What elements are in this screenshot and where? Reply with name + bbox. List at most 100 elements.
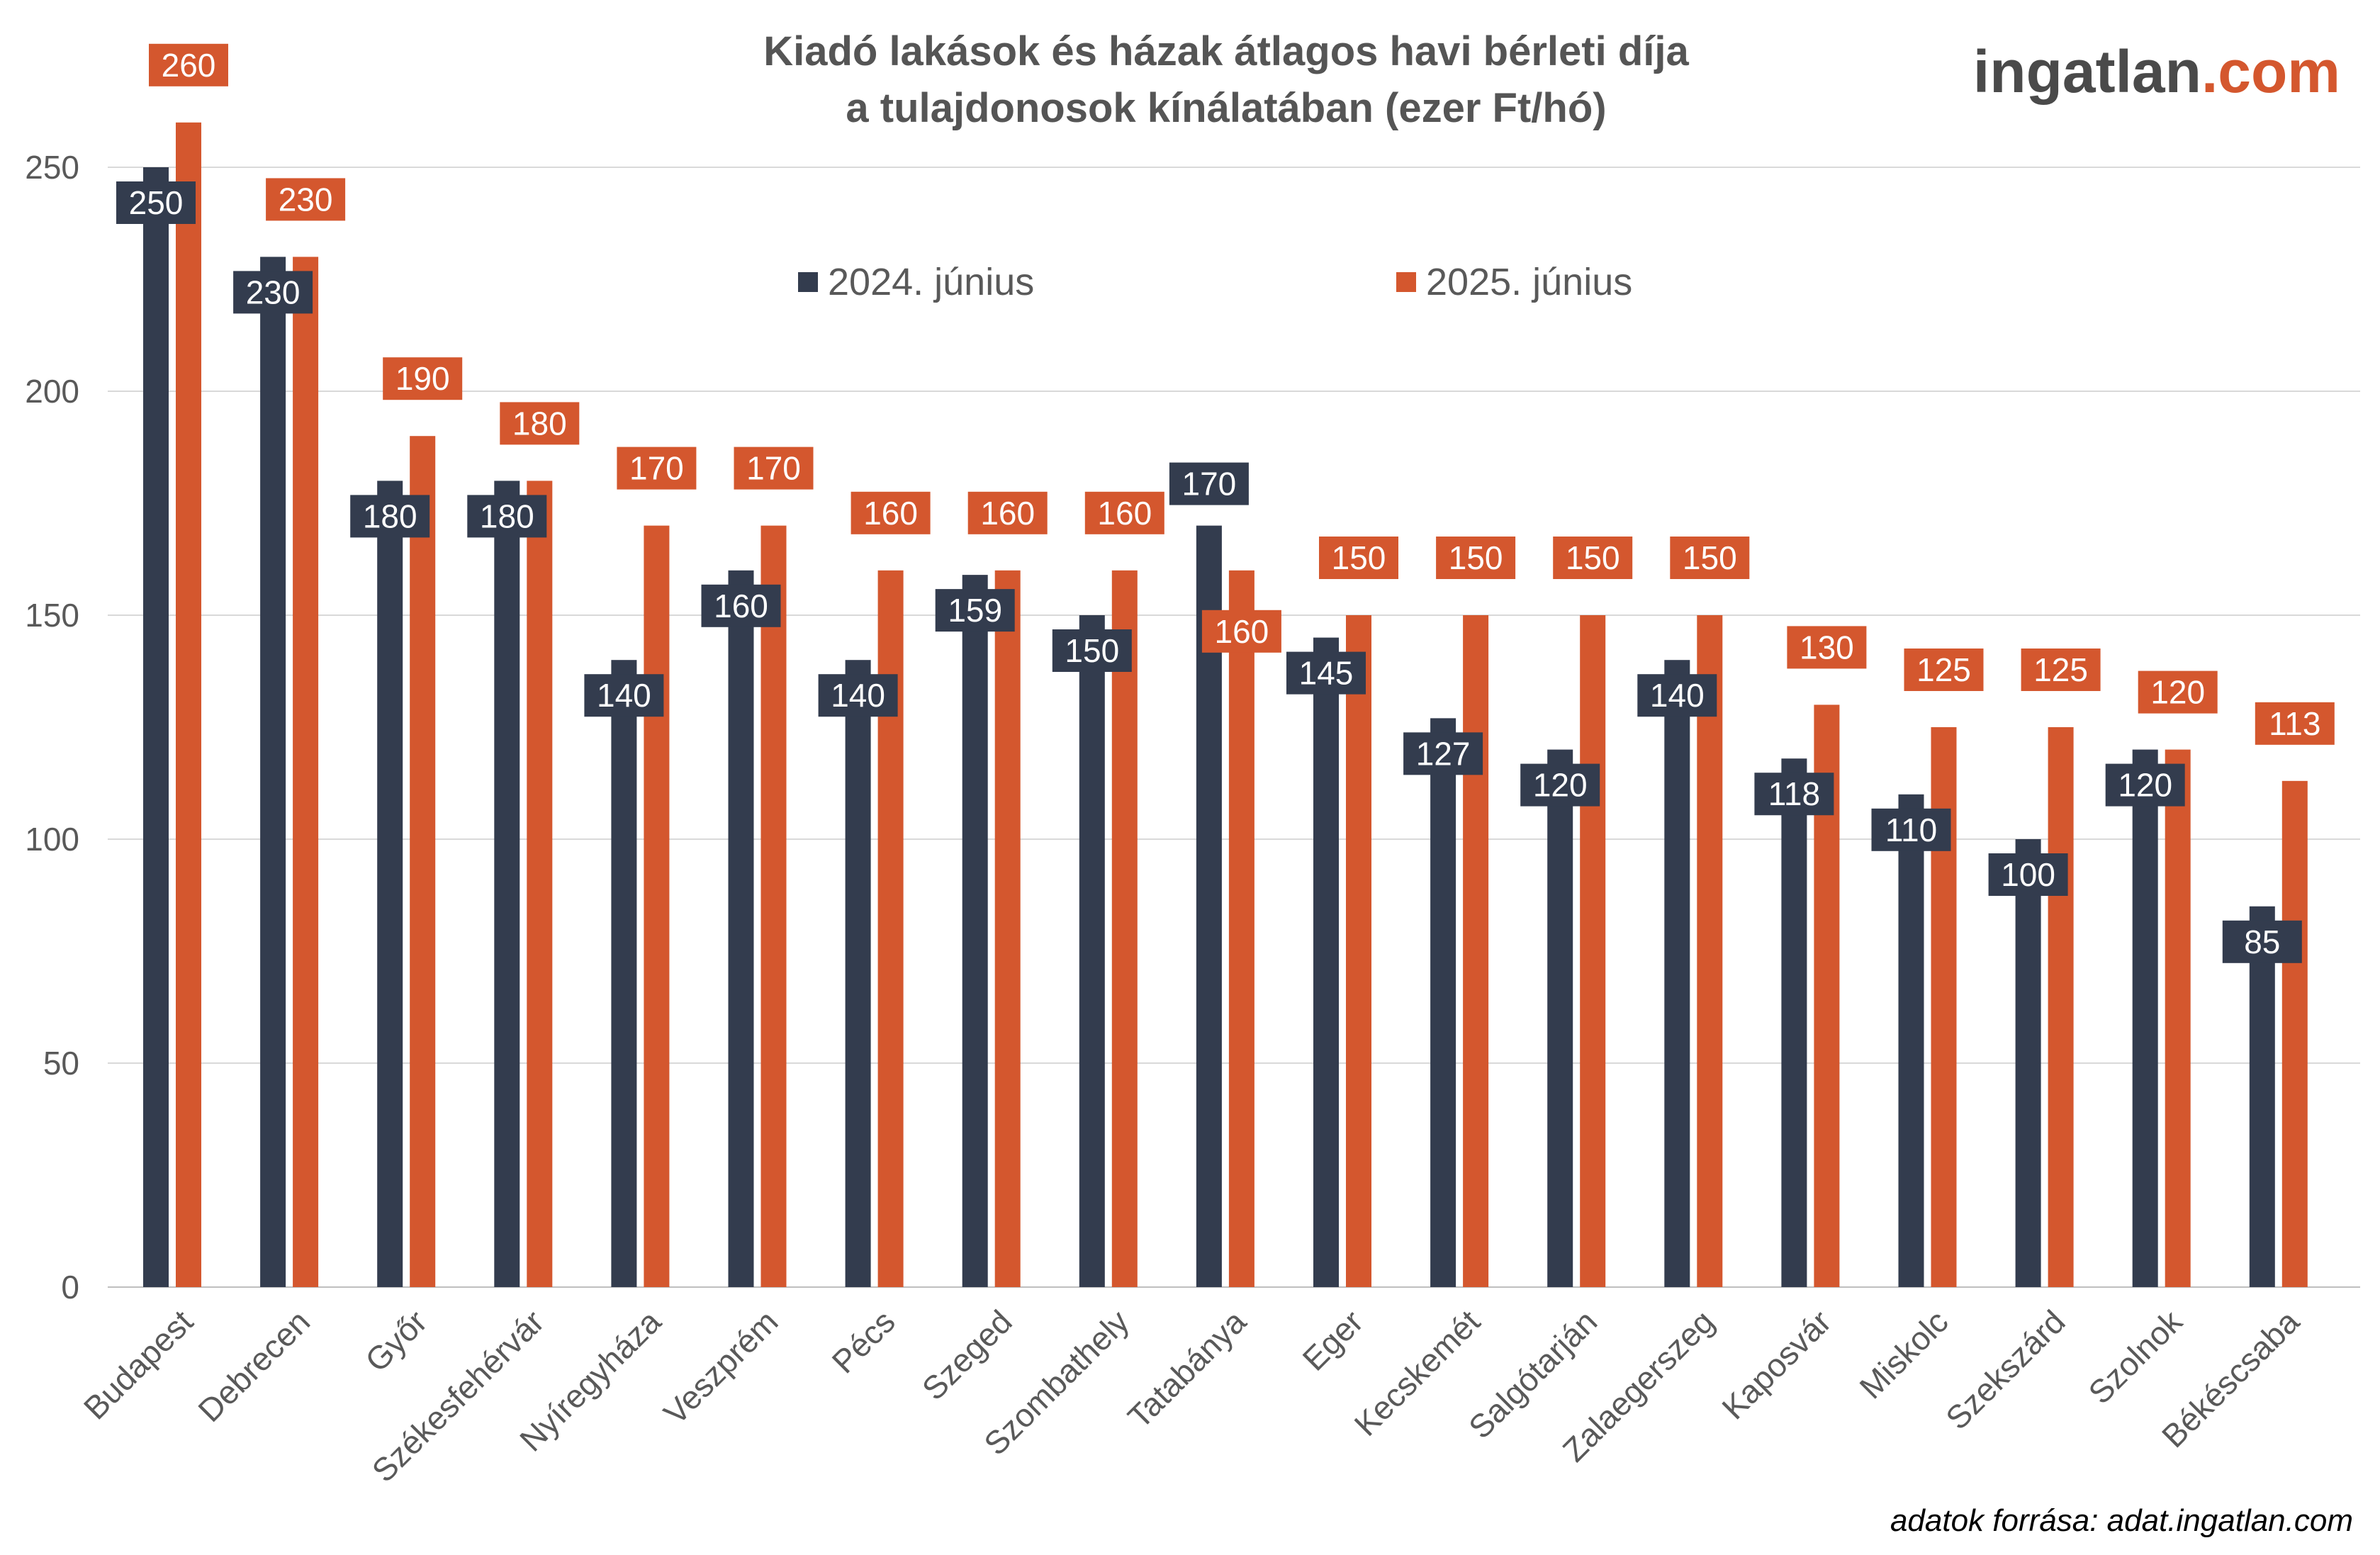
data-label-box bbox=[617, 447, 697, 490]
bar-2025-9 bbox=[1228, 570, 1254, 1287]
bar-2024-15 bbox=[1898, 794, 1924, 1287]
data-label-box bbox=[734, 447, 814, 490]
bar-2025-16 bbox=[2048, 727, 2074, 1287]
data-label-box bbox=[2138, 670, 2218, 714]
data-label-box bbox=[1787, 626, 1867, 669]
x-category-label-5: Veszprém bbox=[656, 1303, 785, 1431]
data-label-box bbox=[1637, 674, 1717, 717]
data-label-box bbox=[1520, 763, 1600, 807]
source-note: adatok forrása: adat.ingatlan.com bbox=[1890, 1503, 2353, 1538]
data-label-2024-2: 180 bbox=[350, 495, 430, 538]
bar-2024-12 bbox=[1547, 749, 1573, 1287]
data-label-text: 170 bbox=[1182, 466, 1237, 503]
data-label-2025-3: 180 bbox=[500, 402, 580, 445]
data-label-text: 150 bbox=[1332, 539, 1386, 576]
bar-2024-13 bbox=[1664, 660, 1690, 1287]
data-label-2024-13: 140 bbox=[1637, 674, 1717, 717]
y-tick-label-0: 0 bbox=[61, 1269, 79, 1306]
x-category-label-15: Miskolc bbox=[1852, 1303, 1955, 1405]
x-category-label-17: Szolnok bbox=[2081, 1303, 2189, 1411]
data-label-box bbox=[935, 589, 1015, 632]
logo-dot: . bbox=[2201, 38, 2218, 105]
data-label-text: 260 bbox=[162, 47, 216, 84]
data-label-2025-18: 113 bbox=[2255, 702, 2335, 745]
data-label-2024-8: 150 bbox=[1052, 629, 1132, 672]
data-label-box bbox=[467, 495, 547, 538]
bar-2024-4 bbox=[611, 660, 637, 1287]
data-label-2024-3: 180 bbox=[467, 495, 547, 538]
bar-2025-11 bbox=[1463, 615, 1489, 1287]
data-label-text: 125 bbox=[2033, 651, 2088, 688]
bar-2024-16 bbox=[2015, 839, 2041, 1287]
bars bbox=[143, 122, 2308, 1288]
data-label-box bbox=[2222, 920, 2302, 963]
data-label-2024-11: 127 bbox=[1403, 732, 1483, 775]
bar-2025-5 bbox=[760, 525, 787, 1287]
bar-2025-18 bbox=[2281, 780, 2308, 1287]
data-label-box bbox=[1169, 462, 1249, 505]
data-label-box bbox=[383, 357, 463, 400]
data-label-2025-6: 160 bbox=[851, 491, 931, 534]
data-label-box bbox=[818, 674, 898, 717]
bar-2024-18 bbox=[2249, 906, 2275, 1287]
data-label-box bbox=[584, 674, 664, 717]
x-category-label-0: Budapest bbox=[77, 1303, 200, 1426]
data-label-2025-5: 170 bbox=[734, 447, 814, 490]
bar-2025-0 bbox=[176, 122, 201, 1287]
data-label-text: 130 bbox=[1800, 629, 1854, 666]
svg-text:ingatlan.com: ingatlan.com bbox=[1973, 38, 2340, 105]
x-category-label-10: Eger bbox=[1296, 1303, 1370, 1377]
data-label-box bbox=[1553, 537, 1633, 579]
y-tick-label-250: 250 bbox=[25, 149, 79, 186]
data-label-box bbox=[266, 178, 346, 221]
y-tick-label-200: 200 bbox=[25, 373, 79, 410]
brand-logo: ingatlan.com bbox=[1973, 38, 2340, 105]
data-label-2025-10: 150 bbox=[1319, 537, 1398, 579]
data-label-text: 180 bbox=[512, 405, 567, 442]
data-label-2025-9: 160 bbox=[1201, 610, 1281, 653]
data-label-2025-16: 125 bbox=[2021, 649, 2101, 691]
data-label-box bbox=[1052, 629, 1132, 672]
data-label-2025-12: 150 bbox=[1553, 537, 1633, 579]
data-label-text: 170 bbox=[629, 450, 684, 487]
data-label-text: 160 bbox=[1215, 613, 1269, 650]
data-label-box bbox=[1670, 537, 1750, 579]
x-category-label-7: Szeged bbox=[915, 1303, 1019, 1407]
y-tick-label-100: 100 bbox=[25, 821, 79, 858]
data-label-box bbox=[1871, 808, 1951, 851]
data-label-text: 100 bbox=[2001, 856, 2055, 893]
bar-2024-10 bbox=[1313, 637, 1339, 1287]
data-label-box bbox=[149, 43, 228, 86]
data-label-box bbox=[851, 491, 931, 534]
bar-2025-4 bbox=[644, 525, 670, 1287]
data-label-text: 180 bbox=[363, 498, 417, 534]
data-label-2024-5: 160 bbox=[701, 584, 781, 627]
data-label-box bbox=[116, 181, 196, 224]
data-label-text: 118 bbox=[1768, 775, 1820, 812]
data-label-2025-15: 125 bbox=[1904, 649, 1984, 691]
data-label-2024-18: 85 bbox=[2222, 920, 2302, 963]
bar-2025-8 bbox=[1111, 570, 1138, 1287]
data-labels: 250 260 230 230 180 190 180 180 140 170 160 170 140 1… bbox=[116, 43, 2335, 963]
data-label-text: 85 bbox=[2244, 924, 2280, 960]
bar-2025-3 bbox=[527, 481, 553, 1287]
bar-2024-11 bbox=[1430, 718, 1456, 1287]
data-label-text: 120 bbox=[1533, 767, 1588, 804]
legend: 2024. június 2025. június bbox=[798, 261, 1632, 303]
data-label-2025-7: 160 bbox=[967, 491, 1048, 534]
data-label-box bbox=[2255, 702, 2335, 745]
chart-title: Kiadó lakások és házak átlagos havi bérl… bbox=[763, 28, 1689, 131]
data-label-2024-17: 120 bbox=[2105, 763, 2185, 807]
x-category-label-9: Tatabánya bbox=[1121, 1303, 1253, 1435]
bar-2024-7 bbox=[962, 575, 988, 1287]
data-label-2025-1: 230 bbox=[266, 178, 346, 221]
bar-2024-2 bbox=[377, 481, 403, 1287]
bar-2024-0 bbox=[143, 167, 169, 1287]
data-label-2024-16: 100 bbox=[1988, 853, 2068, 896]
data-label-box bbox=[233, 271, 313, 314]
bar-2024-3 bbox=[494, 481, 520, 1287]
y-tick-label-150: 150 bbox=[25, 597, 79, 634]
data-label-text: 110 bbox=[1885, 812, 1937, 848]
data-label-box bbox=[1201, 610, 1281, 653]
